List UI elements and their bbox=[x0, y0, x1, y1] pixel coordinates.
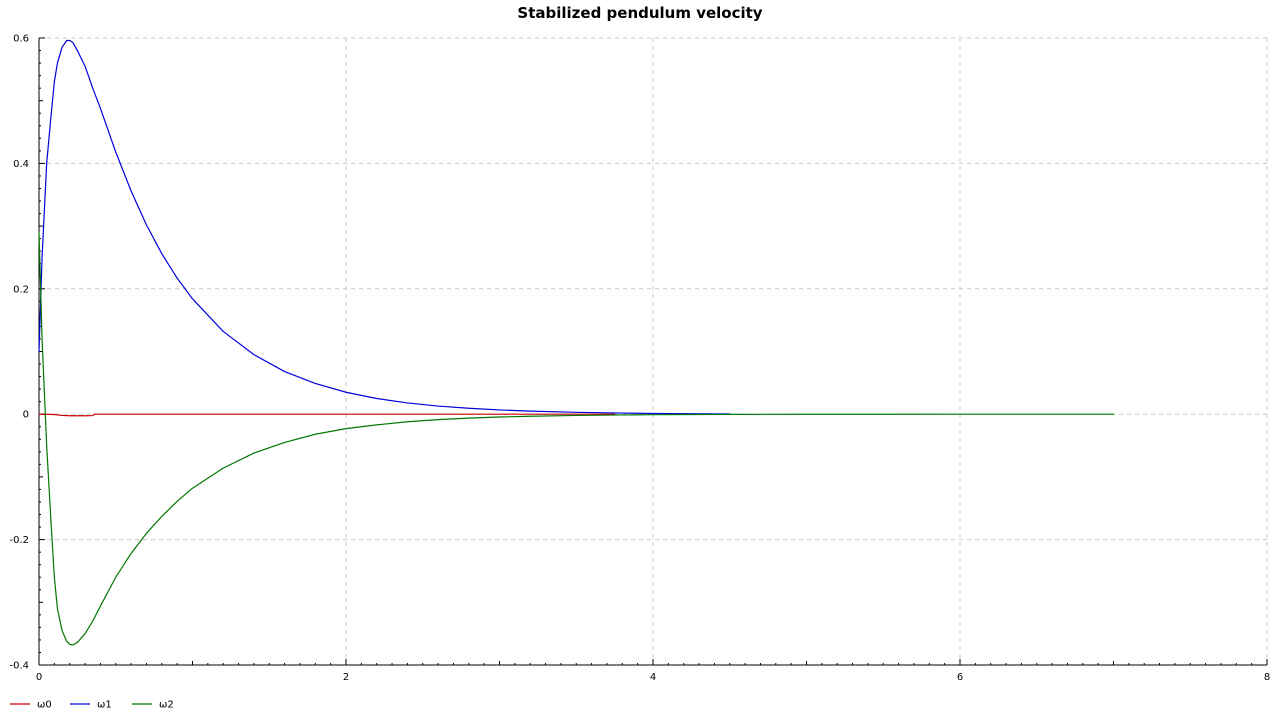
x-tick-label-0: 0 bbox=[36, 672, 42, 683]
chart-title: Stabilized pendulum velocity bbox=[517, 4, 762, 22]
x-tick-label-2: 4 bbox=[650, 672, 656, 683]
tick-labels: 0 2 4 6 8 -0.4 -0.2 0 0.2 0.4 0.6 bbox=[9, 34, 1270, 684]
series-line-1 bbox=[38, 39, 731, 415]
y-tick-label-0: -0.4 bbox=[9, 661, 29, 672]
y-tick-label-1: -0.2 bbox=[9, 535, 29, 546]
y-tick-label-4: 0.4 bbox=[13, 159, 29, 170]
plot-area bbox=[38, 39, 1115, 646]
x-tick-label-4: 8 bbox=[1264, 672, 1270, 683]
x-tick-label-3: 6 bbox=[957, 672, 963, 683]
x-tick-label-1: 2 bbox=[343, 672, 349, 683]
series-line-2 bbox=[38, 231, 1115, 646]
y-tick-label-3: 0.2 bbox=[13, 284, 29, 295]
series-line-0 bbox=[38, 413, 616, 417]
legend-label-1: ω1 bbox=[97, 700, 112, 711]
grid bbox=[39, 37, 1268, 665]
y-tick-label-5: 0.6 bbox=[13, 34, 29, 45]
y-tick-label-2: 0 bbox=[23, 410, 29, 421]
legend-label-0: ω0 bbox=[37, 700, 52, 711]
legend-label-2: ω2 bbox=[159, 700, 174, 711]
legend: ω0 ω1 ω2 bbox=[10, 700, 174, 711]
